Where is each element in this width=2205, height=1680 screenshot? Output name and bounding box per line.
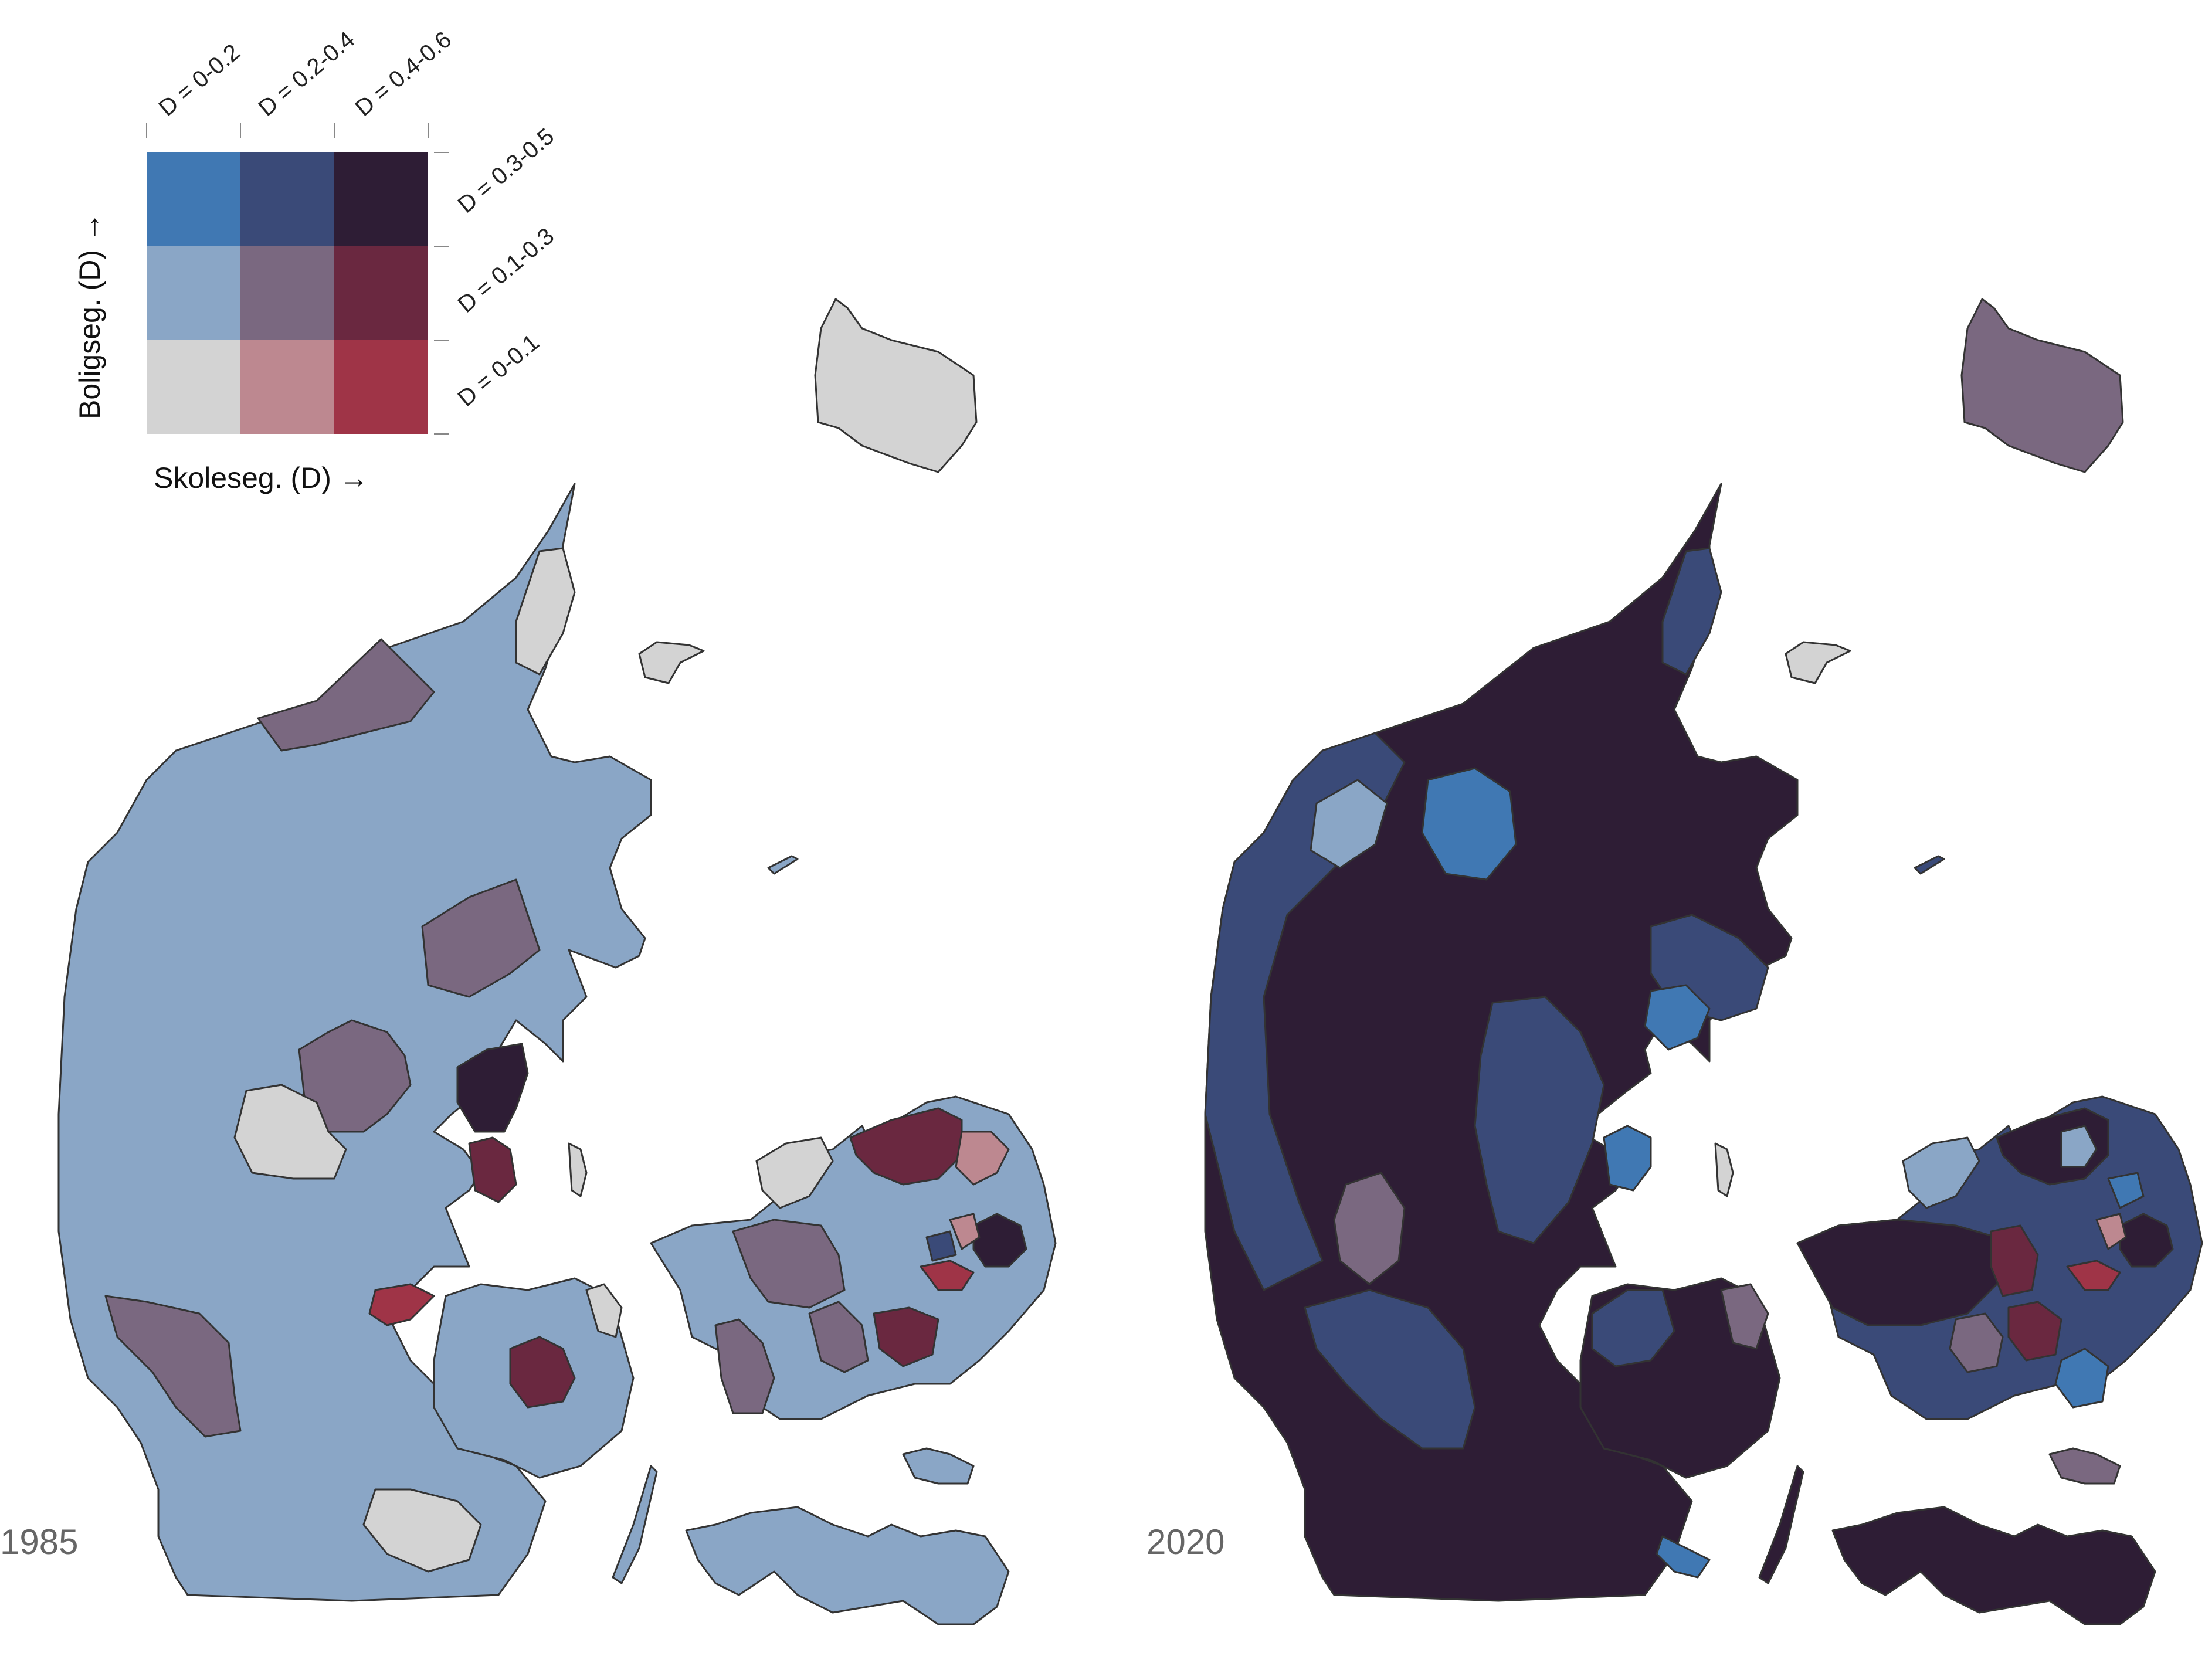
region-lolland-falster <box>685 1506 1010 1625</box>
region-copenhagen-core <box>2119 1213 2174 1268</box>
region-langeland-small <box>362 1488 482 1573</box>
region-southwest-patch <box>104 1295 242 1438</box>
region-laeso <box>638 641 705 684</box>
legend-y-tick-1: D = 0.1-0.3 <box>453 223 559 318</box>
region-zealand-center-patch <box>714 1318 775 1414</box>
region-aarhus <box>456 1043 529 1133</box>
region-north-zealand-a <box>849 1107 963 1186</box>
legend-cell-r1-c0 <box>147 246 240 340</box>
legend-x-tick-0: D = 0-0.2 <box>154 39 245 121</box>
region-mors-blue <box>1421 767 1517 881</box>
region-himmerland-patch <box>421 878 541 998</box>
legend-cell-r0-c1 <box>240 340 334 434</box>
region-copenhagen-blue <box>2107 1172 2145 1209</box>
legend-cell-r2-c1 <box>240 152 334 246</box>
bivariate-legend: D = 0-0.2 D = 0.2-0.4 D = 0.4-0.6 D = 0.… <box>73 26 559 494</box>
legend-ticks <box>146 123 449 435</box>
region-copenhagen-dark <box>925 1230 957 1262</box>
region-bornholm <box>1960 298 2124 473</box>
region-langeland <box>612 1465 658 1584</box>
region-funen-west <box>1591 1289 1675 1367</box>
region-herning-patch <box>1333 1172 1406 1285</box>
region-djursland-blue <box>1644 984 1711 1051</box>
region-ringsted-light <box>1949 1312 2004 1373</box>
legend-x-tick-1: D = 0.2-0.4 <box>254 26 360 121</box>
region-thy-light <box>1310 779 1388 869</box>
legend-cell-r1-c1 <box>240 246 334 340</box>
region-anholt <box>767 855 799 875</box>
legend-cell-r0-c0 <box>147 340 240 434</box>
region-copenhagen-red <box>2066 1260 2121 1291</box>
region-stevns-blue <box>2054 1348 2109 1409</box>
region-zealand-west-patch <box>732 1219 846 1309</box>
region-bornholm <box>814 298 978 473</box>
region-fredericia <box>368 1283 435 1326</box>
legend-cell-r0-c2 <box>334 340 428 434</box>
region-odder <box>468 1136 517 1203</box>
map-2020-label: 2020 <box>1146 1522 1224 1562</box>
region-aarhus-blue <box>1603 1125 1652 1192</box>
map-2020 <box>1204 298 2203 1625</box>
region-samso <box>1714 1142 1734 1197</box>
map-1985-label: 1985 <box>0 1522 78 1562</box>
legend-cell-r2-c0 <box>147 152 240 246</box>
region-zealand-south-patch <box>808 1301 869 1373</box>
region-southwest <box>1304 1289 1476 1450</box>
region-copenhagen-pink <box>2095 1213 2127 1250</box>
region-odsherred-tip <box>755 1136 834 1209</box>
region-funen-ne <box>585 1283 623 1338</box>
region-roskilde-red <box>1990 1224 2039 1297</box>
region-odsherred <box>1902 1136 1980 1209</box>
region-copenhagen-red <box>920 1260 975 1291</box>
region-copenhagen-pink <box>949 1213 981 1250</box>
region-langeland <box>1758 1465 1804 1584</box>
region-lolland-falster <box>1831 1506 2156 1625</box>
region-central-light <box>233 1084 347 1180</box>
region-koege-red <box>2007 1301 2062 1362</box>
region-west-coast <box>1204 732 1406 1291</box>
region-north-tip <box>515 547 576 676</box>
region-moen <box>2048 1447 2121 1485</box>
legend-cell-r2-c2 <box>334 152 428 246</box>
region-anholt <box>1914 855 1945 875</box>
region-north-tip <box>1661 547 1722 676</box>
region-funen-center <box>509 1336 576 1409</box>
legend-x-tick-2: D = 0.4-0.6 <box>351 26 457 121</box>
region-moen <box>902 1447 975 1485</box>
legend-y-tick-0: D = 0-0.1 <box>453 330 544 412</box>
region-laeso <box>1785 641 1851 684</box>
region-copenhagen-core <box>972 1213 1027 1268</box>
region-samso <box>568 1142 588 1197</box>
legend-y-title: Boligseg. (D) → <box>73 212 106 419</box>
legend-x-title: Skoleseg. (D) → <box>154 461 369 494</box>
region-northwest-patch <box>257 638 435 752</box>
region-zealand-west <box>1796 1219 2004 1326</box>
region-north-zealand-light <box>2060 1125 2098 1168</box>
region-aeroe <box>1656 1535 1711 1579</box>
legend-y-tick-2: D = 0.3-0.5 <box>453 123 559 218</box>
legend-grid <box>147 152 428 434</box>
region-north-zealand-b <box>955 1131 1010 1186</box>
region-funen-east-light <box>1720 1283 1769 1350</box>
region-central-band <box>1474 996 1605 1244</box>
legend-cell-r1-c2 <box>334 246 428 340</box>
map-1985 <box>57 298 1057 1625</box>
region-roskilde <box>873 1306 939 1367</box>
